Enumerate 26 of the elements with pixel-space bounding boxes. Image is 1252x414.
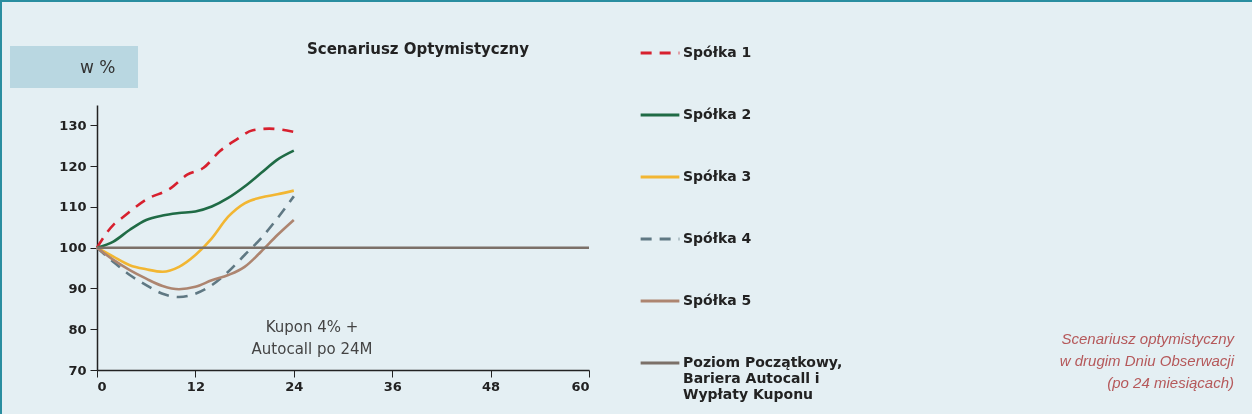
y-tick-label: 70 xyxy=(68,362,87,378)
x-tick-label: 12 xyxy=(186,378,205,394)
legend-label: Spółka 5 xyxy=(683,292,752,308)
legend-label: Spółka 4 xyxy=(683,230,752,246)
x-tick-label: 24 xyxy=(285,378,304,394)
chart-title: Scenariusz Optymistyczny xyxy=(307,40,529,58)
legend-label: Poziom Początkowy, Bariera Autocall i Wypłaty Kuponu xyxy=(683,354,843,402)
y-tick-label: 100 xyxy=(59,240,87,256)
y-tick-label: 90 xyxy=(68,280,87,296)
legend-label: Spółka 1 xyxy=(683,44,752,60)
line-series xyxy=(95,218,296,291)
annotation: Kupon 4% + Autocall po 24M xyxy=(251,318,373,358)
legend-label: Spółka 3 xyxy=(683,168,752,184)
y-tick-label: 80 xyxy=(68,321,87,337)
line-series xyxy=(95,127,296,249)
x-tick-label: 0 xyxy=(97,378,107,394)
x-tick-label: 48 xyxy=(482,378,501,394)
y-tick-label: 120 xyxy=(59,158,87,174)
line-series xyxy=(95,195,296,299)
text: Scenariusz optymistyczny w drugim Dniu Obserwacji (po 24 miesiącach) xyxy=(1058,329,1234,393)
x-tick-label: 60 xyxy=(571,378,590,394)
y-axis-title: w % xyxy=(10,46,138,88)
y-tick-label: 110 xyxy=(59,199,87,215)
y-tick-label: 130 xyxy=(59,117,87,133)
legend-label: Spółka 2 xyxy=(683,106,752,122)
x-tick-label: 36 xyxy=(383,378,402,394)
